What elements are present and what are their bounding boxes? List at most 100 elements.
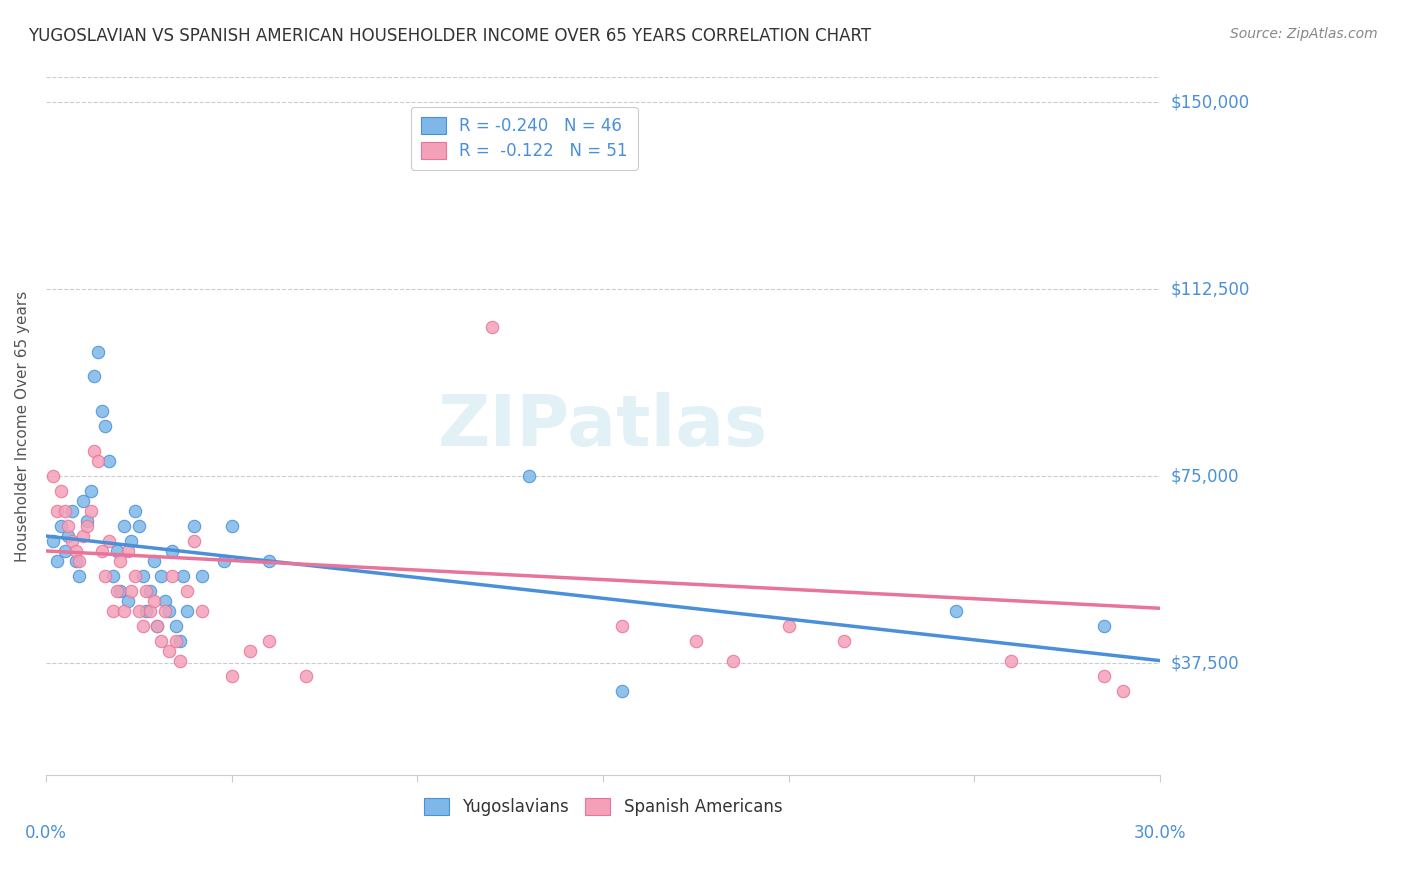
Point [172, 569, 194, 583]
Point [295, 668, 318, 682]
Point [146, 618, 169, 632]
Text: Source: ZipAtlas.com: Source: ZipAtlas.com [1230, 27, 1378, 41]
Point [42, 469, 65, 483]
Point [42, 533, 65, 548]
Text: $112,500: $112,500 [1171, 280, 1250, 298]
Point [257, 633, 280, 648]
Point [120, 533, 142, 548]
Point [58, 519, 80, 533]
Point [165, 633, 187, 648]
Point [79, 484, 101, 499]
Point [721, 654, 744, 668]
Point [67, 569, 90, 583]
Point [153, 594, 176, 608]
Point [124, 504, 146, 518]
Point [176, 583, 198, 598]
Point [135, 604, 157, 618]
Point [94, 419, 117, 434]
Point [117, 544, 139, 558]
Point [124, 569, 146, 583]
Point [120, 583, 142, 598]
Point [778, 618, 800, 632]
Point [101, 569, 124, 583]
Point [110, 554, 132, 568]
Text: ZIPatlas: ZIPatlas [437, 392, 768, 461]
Legend: Yugoslavians, Spanish Americans: Yugoslavians, Spanish Americans [418, 791, 789, 822]
Point [139, 604, 162, 618]
Point [183, 519, 205, 533]
Point [87, 454, 110, 468]
Y-axis label: Householder Income Over 65 years: Householder Income Over 65 years [15, 291, 30, 562]
Point [87, 344, 110, 359]
Point [128, 604, 150, 618]
Point [60, 533, 83, 548]
Point [46, 504, 69, 518]
Point [169, 654, 191, 668]
Point [72, 494, 94, 508]
Point [150, 569, 173, 583]
Point [110, 583, 132, 598]
Point [98, 533, 121, 548]
Point [160, 569, 183, 583]
Point [101, 604, 124, 618]
Point [135, 583, 157, 598]
Point [239, 643, 262, 657]
Text: $37,500: $37,500 [1171, 654, 1240, 672]
Point [1092, 668, 1115, 682]
Point [60, 504, 83, 518]
Point [105, 583, 128, 598]
Point [46, 554, 69, 568]
Point [112, 519, 135, 533]
Point [685, 633, 707, 648]
Point [105, 544, 128, 558]
Point [90, 404, 112, 418]
Point [117, 594, 139, 608]
Point [83, 369, 105, 384]
Point [65, 544, 87, 558]
Point [183, 533, 205, 548]
Point [191, 569, 214, 583]
Point [221, 668, 243, 682]
Point [610, 683, 633, 698]
Point [165, 618, 187, 632]
Point [1092, 618, 1115, 632]
Point [481, 319, 503, 334]
Text: $150,000: $150,000 [1171, 94, 1250, 112]
Point [832, 633, 855, 648]
Point [79, 504, 101, 518]
Point [157, 643, 180, 657]
Point [146, 618, 169, 632]
Point [142, 594, 165, 608]
Point [98, 454, 121, 468]
Point [131, 618, 153, 632]
Point [58, 529, 80, 543]
Point [76, 519, 98, 533]
Text: $75,000: $75,000 [1171, 467, 1240, 485]
Point [150, 633, 173, 648]
Point [221, 519, 243, 533]
Text: YUGOSLAVIAN VS SPANISH AMERICAN HOUSEHOLDER INCOME OVER 65 YEARS CORRELATION CHA: YUGOSLAVIAN VS SPANISH AMERICAN HOUSEHOL… [28, 27, 872, 45]
Point [153, 604, 176, 618]
Point [53, 544, 76, 558]
Point [517, 469, 540, 483]
Point [176, 604, 198, 618]
Point [945, 604, 967, 618]
Point [112, 604, 135, 618]
Point [76, 514, 98, 528]
Point [53, 504, 76, 518]
Text: 0.0%: 0.0% [25, 824, 67, 842]
Point [131, 569, 153, 583]
Text: 30.0%: 30.0% [1133, 824, 1187, 842]
Point [1112, 683, 1135, 698]
Point [157, 604, 180, 618]
Point [49, 484, 72, 499]
Point [169, 633, 191, 648]
Point [257, 554, 280, 568]
Point [72, 529, 94, 543]
Point [610, 618, 633, 632]
Point [94, 569, 117, 583]
Point [139, 583, 162, 598]
Point [49, 519, 72, 533]
Point [160, 544, 183, 558]
Point [191, 604, 214, 618]
